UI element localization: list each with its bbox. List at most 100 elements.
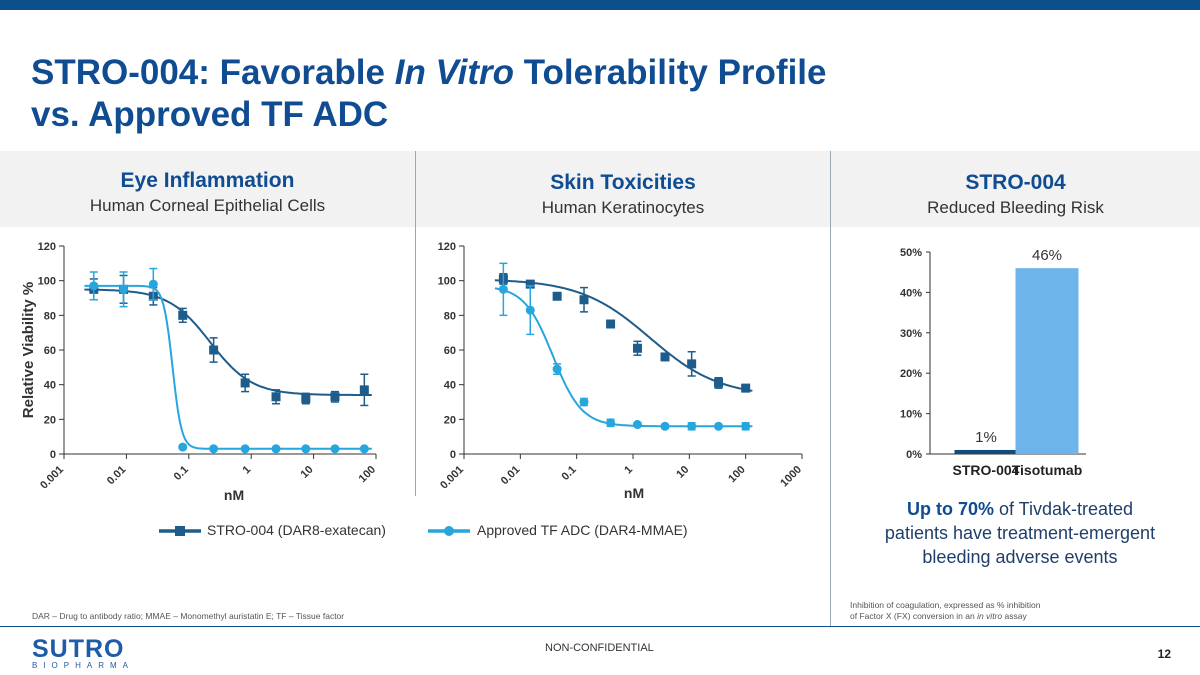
bleeding-bar-chart: 0% 10% 20% 30% 40% 50% 1% STRO-004 46% Tisotumab [900,247,1086,478]
callout-line-2: patients have treatment-emergent [884,523,1156,543]
footer-divider [0,626,1200,627]
data-point-stro004 [240,378,250,388]
data-point-stro004 [579,295,589,305]
fit-curve-series-1 [494,279,753,392]
x-tick-label: 10 [299,464,316,481]
data-point-approved [240,444,250,454]
title-line-2: vs. Approved TF ADC [31,95,389,134]
data-point-stro004 [301,394,311,404]
callout-line-1: Up to 70% of Tivdak-treated [906,499,1134,519]
data-point-approved [687,421,697,431]
y-tick-label: 0 [50,449,56,461]
bar-value-label: 1% [975,429,997,446]
data-point-approved [359,444,369,454]
x-tick-label: 0.001 [438,464,466,492]
y-tick-label: 80 [444,310,456,322]
data-point-approved [498,284,508,294]
skin-toxicities-chart: 0 20 40 60 80 100 120 0.001 0.01 0.1 1 10 100 1000 nM [438,241,804,501]
data-point-stro004 [552,291,562,301]
data-point-stro004 [359,385,369,395]
data-point-approved [301,444,311,454]
x-tick-label: 0.01 [499,464,523,488]
data-point-stro004 [330,392,340,402]
data-point-approved [714,421,724,431]
data-point-stro004 [741,383,751,393]
panel-heading-skin: Skin Toxicities [550,171,696,194]
slide-title: STRO-004: Favorable In Vitro Tolerabilit… [31,52,826,136]
x-tick-label: 1 [622,464,635,477]
footnote-assay: Inhibition of coagulation, expressed as … [850,600,1041,621]
y-tick-label: 120 [38,241,56,253]
y-tick-label: 60 [444,345,456,357]
y-tick-label: 100 [38,276,56,288]
bar-tisotumab [1015,268,1079,454]
panel-header-skin: Skin Toxicities Human Keratinocytes [416,151,830,227]
panel-divider-2 [830,151,831,626]
bar-category-label: STRO-004 [953,462,1020,478]
panel-subheading-bleeding: Reduced Bleeding Risk [927,198,1104,217]
data-point-stro004 [660,352,670,362]
y-tick-label: 50% [900,247,922,259]
data-point-approved [89,281,99,291]
top-accent-bar [0,0,1200,10]
y-tick-label: 40 [444,380,456,392]
x-tick-label: 0.001 [38,464,66,492]
bar-value-label: 46% [1032,247,1062,264]
data-point-approved [606,418,616,428]
panel-divider-1 [415,151,416,496]
legend-label-approved: Approved TF ADC (DAR4-MMAE) [477,522,688,538]
x-tick-label: 1 [241,464,254,477]
data-point-approved [271,444,281,454]
bar-stro-004 [954,449,1018,454]
legend-marker-approved [428,526,470,536]
y-tick-label: 40 [44,380,56,392]
data-point-approved [209,444,219,454]
y-tick-label: 0% [906,449,922,461]
bar-category-label: Tisotumab [1012,462,1083,478]
y-axis-label: Relative Viability % [20,282,37,418]
data-point-approved [741,421,751,431]
panel-heading-bleeding: STRO-004 [965,171,1066,194]
x-tick-label: 0.01 [105,464,129,488]
footnote-abbreviations: DAR – Drug to antibody ratio; MMAE – Mon… [32,611,345,621]
x-axis-label: nM [224,487,244,503]
eye-inflammation-chart: 0 20 40 60 80 100 120 0.001 0.01 0.1 1 10 100 nM Relat… [20,241,378,503]
y-tick-label: 100 [438,276,456,288]
data-point-stro004 [714,378,724,388]
title-line-1: STRO-004: Favorable In Vitro Tolerabilit… [31,53,827,92]
data-point-approved [178,442,188,452]
fit-curve-series-2 [84,284,372,450]
y-tick-label: 60 [44,345,56,357]
x-tick-label: 0.1 [559,464,578,483]
y-tick-label: 0 [450,449,456,461]
data-point-approved [579,397,589,407]
data-point-approved [525,305,535,315]
panel-subheading-skin: Human Keratinocytes [541,198,705,217]
page-number: 12 [1157,647,1171,661]
panel-subheading-eye: Human Corneal Epithelial Cells [89,196,326,215]
y-tick-label: 10% [900,409,922,421]
data-point-stro004 [606,319,616,329]
data-point-stro004 [271,392,281,402]
data-point-stro004 [178,310,188,320]
x-tick-label: 0.1 [172,464,191,483]
sutro-logo: SUTRO BIOPHARMA [32,637,135,671]
y-tick-label: 40% [900,287,922,299]
confidentiality-label: NON-CONFIDENTIAL [545,642,654,654]
data-point-stro004 [687,359,697,369]
bleeding-callout: Up to 70% of Tivdak-treated patients hav… [845,497,1195,569]
data-point-approved [660,421,670,431]
fit-curve-series-1 [84,288,372,396]
data-point-stro004 [632,343,642,353]
logo-subtitle: BIOPHARMA [32,661,135,670]
data-point-approved [119,284,129,294]
legend-marker-stro004 [159,526,201,536]
data-point-stro004 [525,279,535,289]
data-point-approved [632,420,642,430]
fit-curve-series-2 [494,287,753,428]
y-tick-label: 20% [900,368,922,380]
x-axis-label: nM [624,485,644,501]
y-tick-label: 120 [438,241,456,253]
y-tick-label: 80 [44,310,56,322]
callout-line-3: bleeding adverse events [922,547,1118,567]
